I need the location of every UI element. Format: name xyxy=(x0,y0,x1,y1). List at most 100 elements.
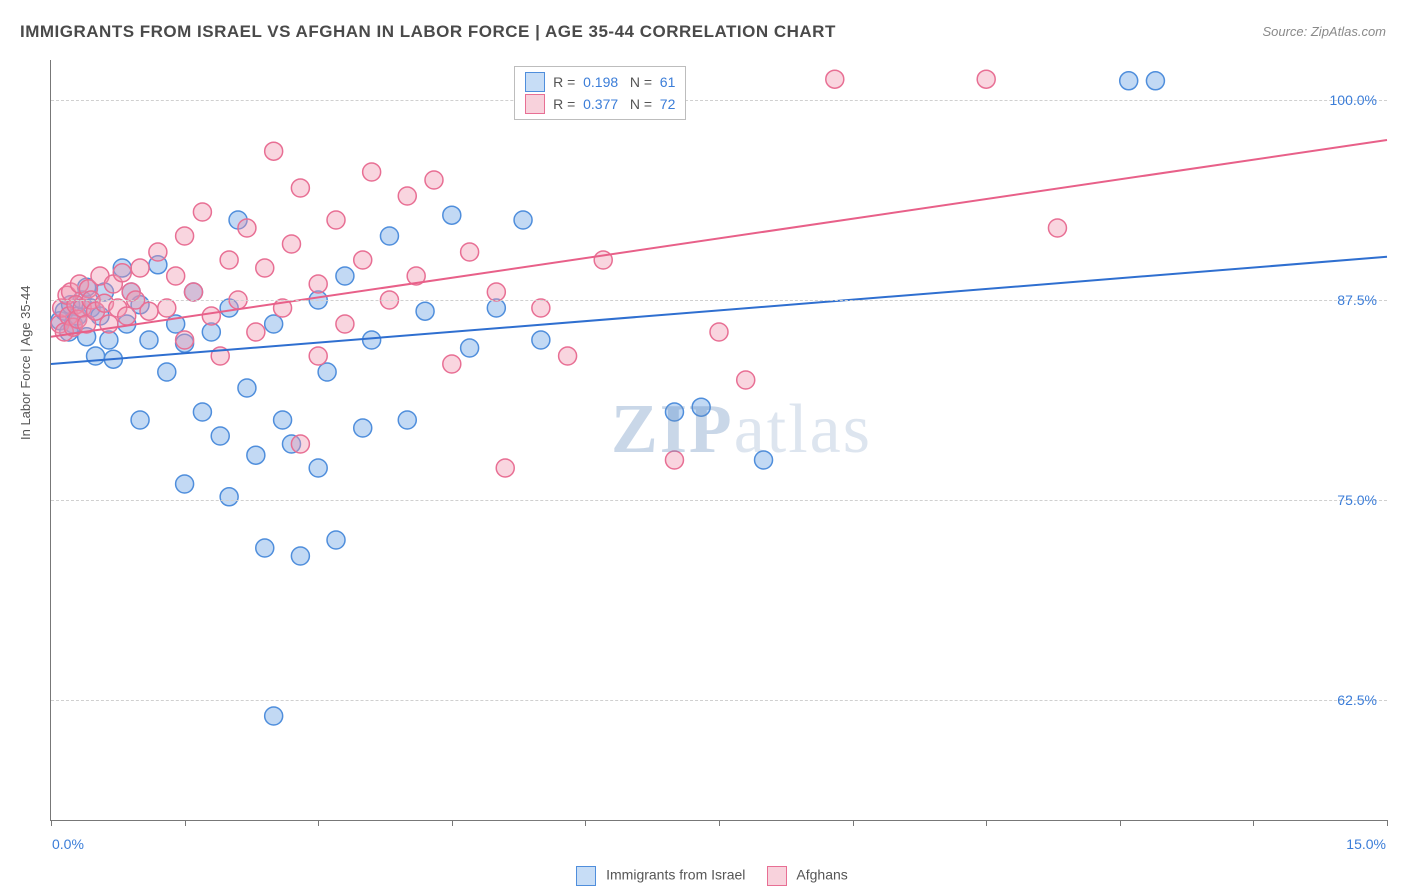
gridline xyxy=(51,100,1387,101)
scatter-point xyxy=(665,451,683,469)
scatter-point xyxy=(185,283,203,301)
scatter-point xyxy=(282,235,300,253)
scatter-point xyxy=(118,307,136,325)
scatter-point xyxy=(309,347,327,365)
scatter-point xyxy=(665,403,683,421)
scatter-point xyxy=(202,307,220,325)
chart-svg xyxy=(51,60,1387,820)
scatter-point xyxy=(176,331,194,349)
source-attribution: Source: ZipAtlas.com xyxy=(1262,24,1386,39)
y-tick-label: 87.5% xyxy=(1337,292,1377,308)
legend-stats-text: R = 0.377 N = 72 xyxy=(553,93,675,115)
scatter-point xyxy=(100,315,118,333)
scatter-point xyxy=(158,299,176,317)
scatter-point xyxy=(247,446,265,464)
scatter-point xyxy=(238,379,256,397)
scatter-point xyxy=(416,302,434,320)
scatter-point xyxy=(318,363,336,381)
x-axis-min-label: 0.0% xyxy=(52,836,84,852)
scatter-point xyxy=(398,187,416,205)
x-tick xyxy=(185,820,186,826)
scatter-point xyxy=(265,142,283,160)
scatter-point xyxy=(167,267,185,285)
scatter-point xyxy=(176,227,194,245)
scatter-point xyxy=(193,203,211,221)
scatter-point xyxy=(309,459,327,477)
plot-area: ZIPatlas 62.5%75.0%87.5%100.0%R = 0.198 … xyxy=(50,60,1387,821)
scatter-point xyxy=(336,315,354,333)
scatter-point xyxy=(220,488,238,506)
scatter-point xyxy=(514,211,532,229)
scatter-point xyxy=(291,435,309,453)
scatter-point xyxy=(238,219,256,237)
scatter-point xyxy=(532,331,550,349)
scatter-point xyxy=(461,339,479,357)
legend-stats-row: R = 0.377 N = 72 xyxy=(525,93,675,115)
chart-title: IMMIGRANTS FROM ISRAEL VS AFGHAN IN LABO… xyxy=(20,22,836,42)
scatter-point xyxy=(755,451,773,469)
scatter-point xyxy=(559,347,577,365)
scatter-point xyxy=(131,411,149,429)
x-tick xyxy=(318,820,319,826)
scatter-point xyxy=(487,283,505,301)
scatter-point xyxy=(291,547,309,565)
scatter-point xyxy=(737,371,755,389)
scatter-point xyxy=(363,163,381,181)
scatter-point xyxy=(211,427,229,445)
x-tick xyxy=(1120,820,1121,826)
scatter-point xyxy=(113,264,131,282)
trend-line xyxy=(51,257,1387,364)
scatter-point xyxy=(256,259,274,277)
scatter-point xyxy=(158,363,176,381)
scatter-point xyxy=(380,227,398,245)
scatter-point xyxy=(354,419,372,437)
scatter-point xyxy=(193,403,211,421)
legend-stats-box: R = 0.198 N = 61R = 0.377 N = 72 xyxy=(514,66,686,120)
scatter-point xyxy=(398,411,416,429)
legend-bottom: Immigrants from Israel Afghans xyxy=(0,866,1406,886)
legend-label-series2: Afghans xyxy=(796,867,847,883)
gridline xyxy=(51,500,1387,501)
x-tick xyxy=(986,820,987,826)
scatter-point xyxy=(692,398,710,416)
scatter-point xyxy=(443,206,461,224)
legend-swatch-series1 xyxy=(576,866,596,886)
scatter-point xyxy=(140,302,158,320)
scatter-point xyxy=(496,459,514,477)
trend-line xyxy=(51,140,1387,337)
y-tick-label: 62.5% xyxy=(1337,692,1377,708)
gridline xyxy=(51,300,1387,301)
scatter-point xyxy=(265,707,283,725)
y-axis-title: In Labor Force | Age 35-44 xyxy=(18,286,33,440)
scatter-point xyxy=(354,251,372,269)
scatter-point xyxy=(425,171,443,189)
x-tick xyxy=(1253,820,1254,826)
scatter-point xyxy=(265,315,283,333)
x-tick xyxy=(51,820,52,826)
x-tick xyxy=(719,820,720,826)
y-tick-label: 100.0% xyxy=(1330,92,1377,108)
legend-swatch-series2 xyxy=(767,866,787,886)
x-tick xyxy=(585,820,586,826)
scatter-point xyxy=(220,251,238,269)
scatter-point xyxy=(149,243,167,261)
legend-swatch xyxy=(525,94,545,114)
scatter-point xyxy=(140,331,158,349)
scatter-point xyxy=(247,323,265,341)
scatter-point xyxy=(327,211,345,229)
x-tick xyxy=(853,820,854,826)
scatter-point xyxy=(309,275,327,293)
scatter-point xyxy=(291,179,309,197)
scatter-point xyxy=(826,70,844,88)
y-tick-label: 75.0% xyxy=(1337,492,1377,508)
scatter-point xyxy=(443,355,461,373)
scatter-point xyxy=(977,70,995,88)
scatter-point xyxy=(256,539,274,557)
scatter-point xyxy=(336,267,354,285)
gridline xyxy=(51,700,1387,701)
scatter-point xyxy=(176,475,194,493)
scatter-point xyxy=(131,259,149,277)
x-tick xyxy=(1387,820,1388,826)
legend-stats-text: R = 0.198 N = 61 xyxy=(553,71,675,93)
scatter-point xyxy=(1120,72,1138,90)
